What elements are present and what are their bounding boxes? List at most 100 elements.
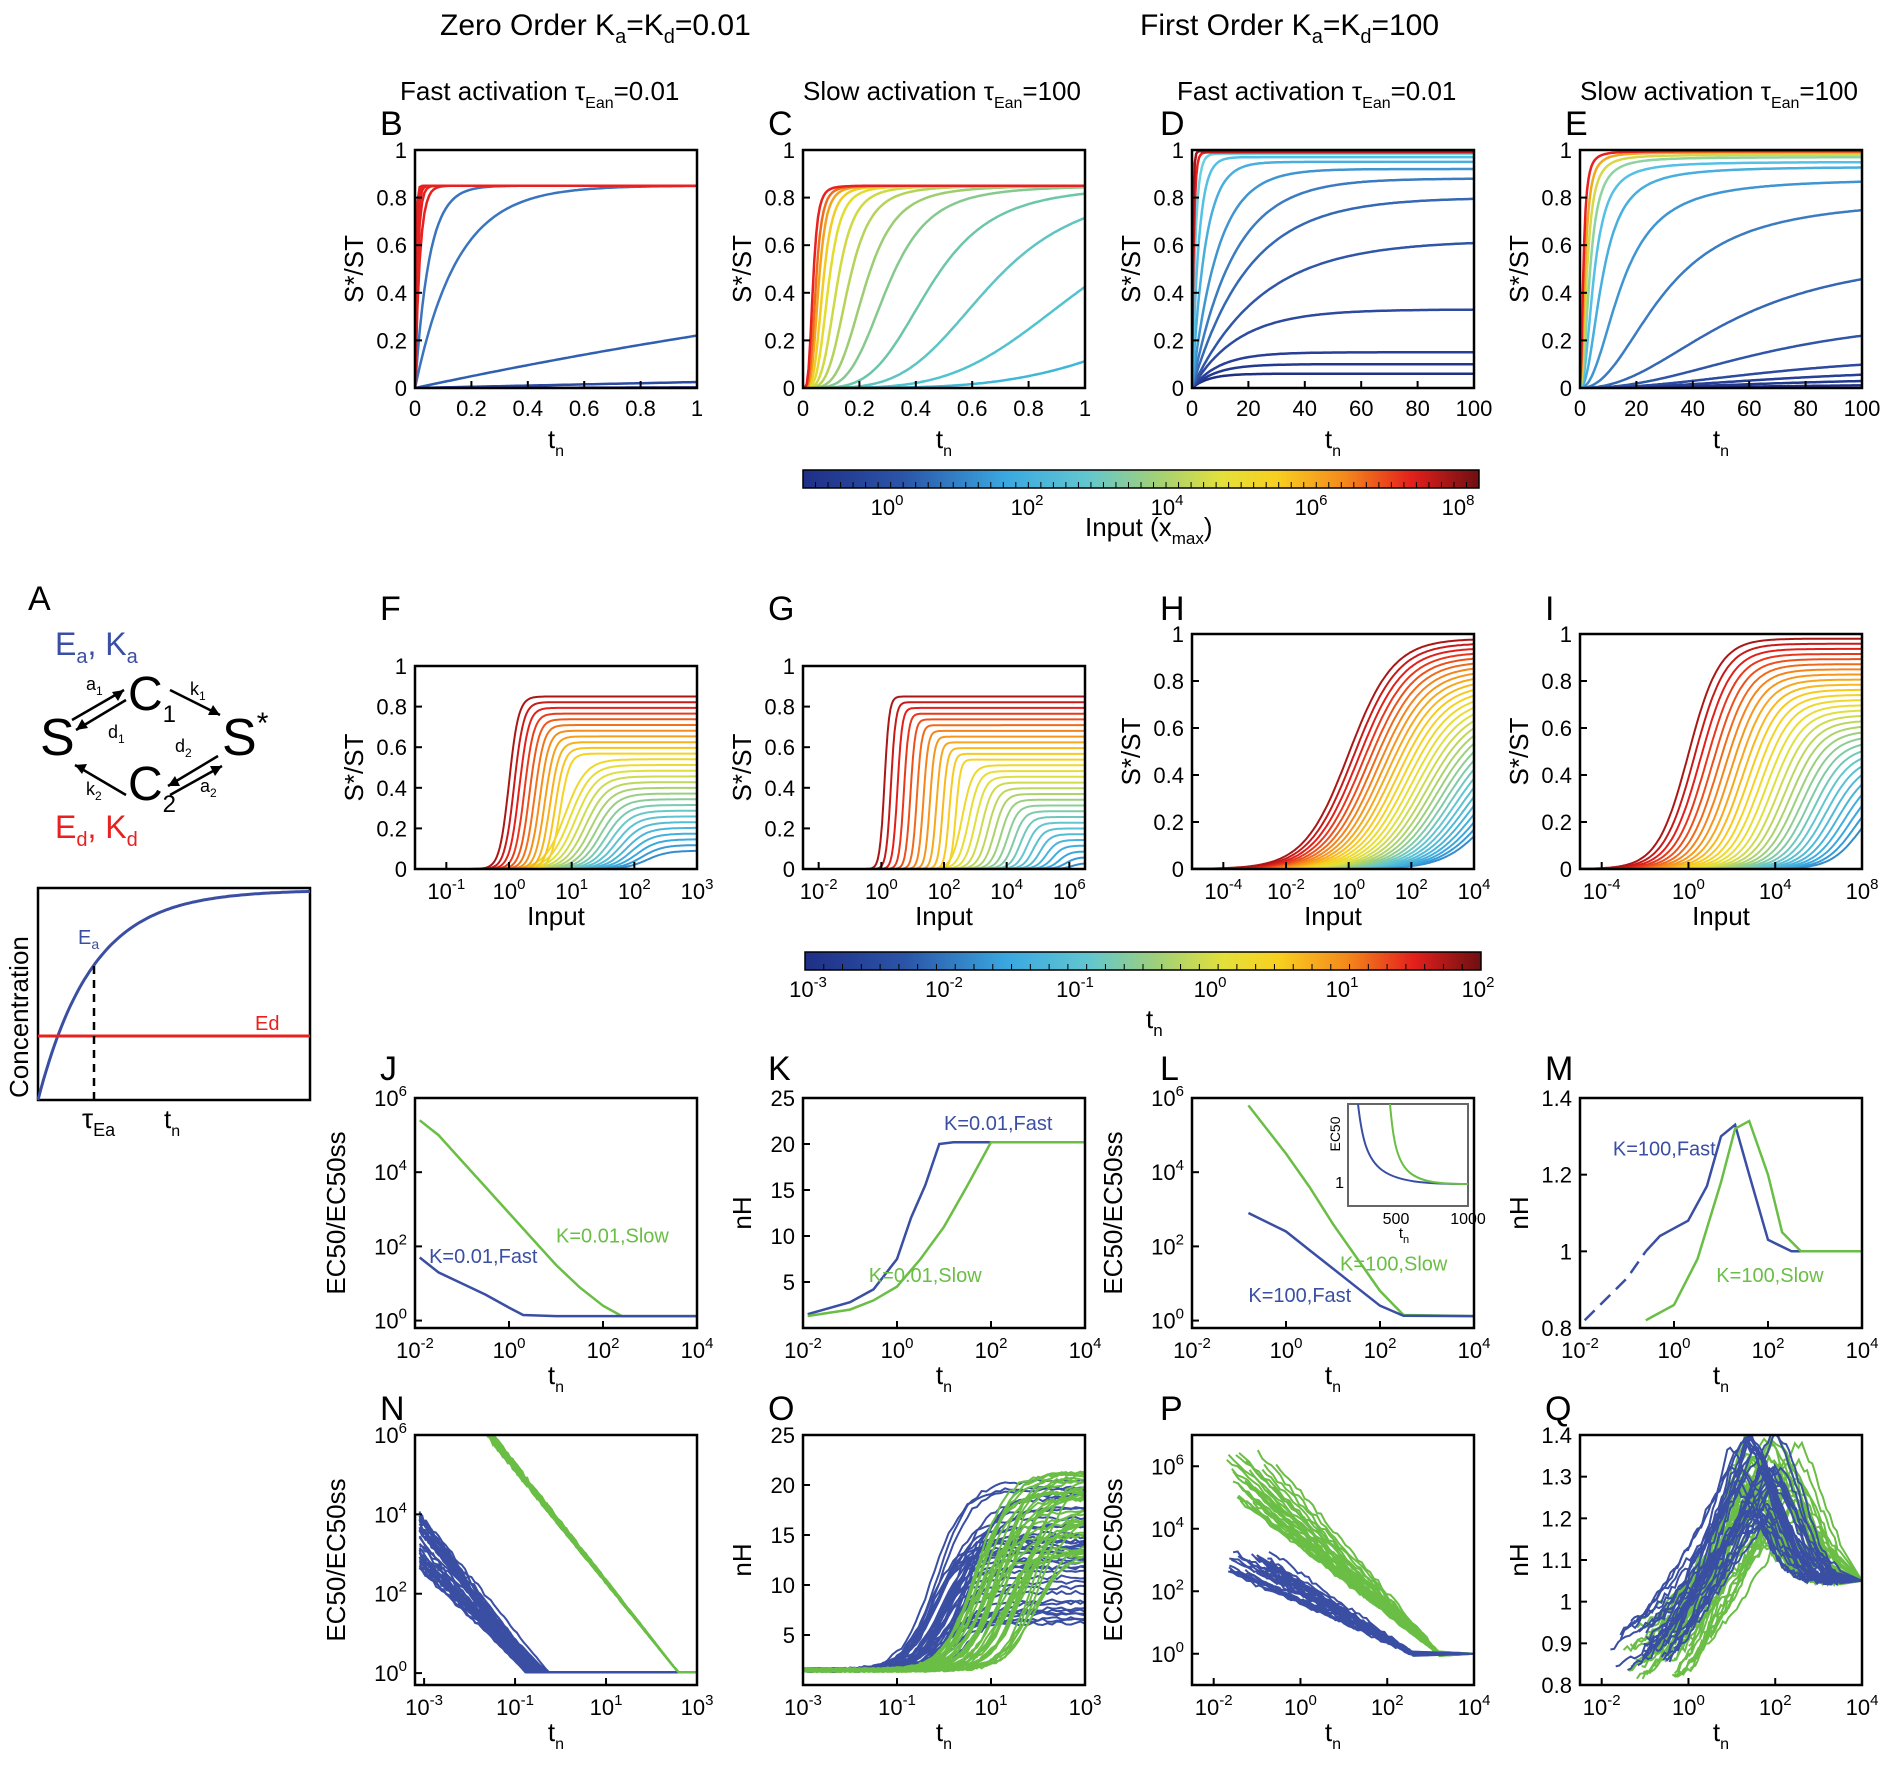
series-line — [415, 792, 697, 869]
y-tick-label: 1 — [1560, 622, 1572, 647]
plot-area — [1580, 637, 1862, 869]
ea-curve-label: Ea — [78, 927, 99, 952]
y-tick-label: 1.4 — [1541, 1423, 1572, 1448]
x-tick-label: 20 — [1236, 396, 1260, 421]
series-line — [803, 184, 1085, 388]
y-tick-label: 10 — [771, 1224, 795, 1249]
rate-k2: k2 — [86, 779, 102, 803]
colorbar-tn-tick: 102 — [1462, 974, 1495, 1002]
y-tick-label: 1 — [783, 138, 795, 163]
y-tick-label: 0.4 — [1541, 281, 1572, 306]
series-line — [803, 184, 1085, 388]
x-tick-label: 10-4 — [1583, 876, 1621, 904]
y-axis-label: nH — [1504, 1196, 1534, 1229]
series-line — [1645, 1509, 1862, 1642]
x-tick-label: 104 — [1069, 1335, 1102, 1363]
y-tick-label: 106 — [1151, 1451, 1184, 1479]
y-tick-label: 0.6 — [764, 735, 795, 760]
series-line — [1192, 155, 1474, 388]
colorbar-tn-tick: 10-3 — [789, 974, 827, 1002]
series-line — [486, 1435, 697, 1674]
inset-ytick: 1 — [1335, 1175, 1344, 1192]
rate-k1: k1 — [190, 679, 206, 703]
x-tick-label: 103 — [1069, 1692, 1102, 1720]
axes-frame — [801, 1096, 1087, 1330]
y-tick-label: 0.2 — [1153, 328, 1184, 353]
x-tick-label: 0 — [797, 396, 809, 421]
series-line — [1580, 156, 1862, 388]
x-tick-label: 0.8 — [625, 396, 656, 421]
y-tick-label: 0 — [1560, 857, 1572, 882]
series-line — [1192, 308, 1474, 388]
plot-area — [1580, 150, 1862, 388]
series-line — [415, 184, 697, 388]
x-axis-label: Input — [1692, 901, 1751, 931]
series-line — [803, 1523, 1085, 1674]
colorbar-tn-label: tn — [1146, 1004, 1163, 1040]
series-label: K=0.01,Fast — [429, 1246, 538, 1268]
x-tick-label: 104 — [681, 1335, 714, 1363]
y-tick-label: 104 — [374, 1157, 407, 1185]
x-tick-label: 0 — [1186, 396, 1198, 421]
series-line — [1264, 1489, 1474, 1657]
panel-letter: M — [1545, 1050, 1573, 1088]
y-axis-label: nH — [727, 1196, 757, 1229]
y-tick-label: 0 — [1560, 376, 1572, 401]
x-axis-label: tn — [1325, 424, 1341, 460]
x-tick-label: 104 — [1458, 1692, 1491, 1720]
colorbar-tn-tick: 100 — [1194, 974, 1227, 1002]
series-line — [415, 849, 697, 869]
series-line — [1633, 1435, 1862, 1623]
series-line — [415, 184, 697, 388]
series-line — [803, 1508, 1085, 1674]
series-line — [415, 184, 697, 388]
plot-area — [1226, 1449, 1474, 1658]
panel-letter: O — [768, 1390, 794, 1428]
series-line — [415, 334, 697, 388]
series-line — [1637, 1509, 1862, 1667]
x-tick-label: 101 — [555, 876, 588, 904]
rate-d2: d2 — [175, 736, 192, 760]
y-tick-label: 10 — [771, 1573, 795, 1598]
series-line — [1580, 709, 1862, 869]
series-line — [803, 695, 1085, 869]
x-tick-label: 102 — [1395, 876, 1428, 904]
x-tick-label: 102 — [1759, 1692, 1792, 1720]
inset-xtick: 1000 — [1450, 1211, 1486, 1228]
series-line — [1580, 166, 1862, 388]
x-tick-label: 104 — [1759, 876, 1792, 904]
y-tick-label: 0.8 — [1153, 186, 1184, 211]
x-axis-label: tn — [936, 1717, 952, 1753]
tn-label: tn — [164, 1104, 180, 1140]
y-tick-label: 5 — [783, 1270, 795, 1295]
series-line — [1583, 1250, 1647, 1322]
rate-a1: a1 — [86, 674, 103, 698]
series-line — [1232, 1550, 1474, 1656]
series-line — [1192, 160, 1474, 388]
series-line — [1275, 1463, 1474, 1655]
panel-letter: F — [380, 590, 401, 628]
panel-title: Fast activation τEan=0.01 — [1177, 76, 1456, 112]
series-line — [1580, 816, 1862, 869]
y-axis-label: EC50/EC50ss — [321, 1478, 351, 1641]
axes-frame — [413, 148, 699, 390]
series-line — [1668, 1435, 1862, 1663]
series-line — [487, 1435, 697, 1674]
y-tick-label: 102 — [1151, 1231, 1184, 1259]
panel-letter: N — [380, 1390, 405, 1428]
series-line — [415, 775, 697, 869]
series-line — [1192, 372, 1474, 388]
series-line — [803, 827, 1085, 869]
y-axis-label: EC50/EC50ss — [1098, 1131, 1128, 1294]
header-zero-order: Zero Order Ka=Kd=0.01 — [440, 9, 751, 48]
y-tick-label: 0.8 — [764, 695, 795, 720]
y-tick-label: 0.8 — [1541, 186, 1572, 211]
x-tick-label: 0.6 — [569, 396, 600, 421]
y-tick-label: 0.8 — [376, 695, 407, 720]
series-line — [803, 184, 1085, 388]
x-tick-label: 10-1 — [878, 1692, 916, 1720]
